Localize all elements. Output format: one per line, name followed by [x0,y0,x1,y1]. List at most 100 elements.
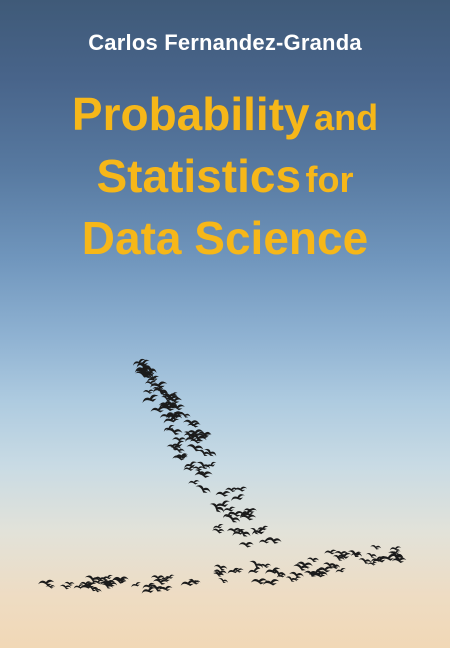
flock-bird [239,508,256,519]
flock-bird [142,394,159,404]
flock-bird [59,584,72,590]
flock-bird [102,574,113,580]
flock-bird [192,466,205,471]
flock-bird [131,582,141,588]
flock-bird [159,412,175,419]
flock-bird [149,381,168,389]
flock-bird [212,524,224,530]
flock-bird [135,367,151,373]
flock-bird [336,552,352,559]
flock-bird [160,576,172,582]
flock-bird [317,566,333,573]
flock-bird [225,487,238,493]
flock-bird [183,466,196,471]
flock-bird [367,561,378,566]
flock-bird [389,546,402,551]
title-word-and: and [314,97,379,138]
flock-bird [112,576,129,583]
flock-bird [206,461,217,469]
flock-bird [186,429,204,436]
flock-bird [323,562,337,568]
flock-bird [265,537,282,544]
flock-bird [370,545,382,550]
flock-bird [185,434,200,442]
flock-bird [141,587,156,594]
flock-bird [203,448,217,457]
flock-bird [182,419,200,426]
flock-bird [212,528,225,534]
flock-bird [215,490,231,497]
flock-bird [195,485,211,493]
flock-bird [391,557,407,564]
flock-bird [236,529,251,537]
flock-bird [231,494,245,502]
flock-bird [197,449,211,457]
flock-bird [142,389,155,394]
flock-bird [172,447,185,453]
flock-bird [257,525,269,531]
flock-bird [94,576,107,582]
flock-bird [171,440,185,449]
flock-bird [85,575,101,583]
flock-bird [139,370,154,379]
flock-bird [309,568,323,576]
flock-bird [215,500,231,509]
flock-bird [82,582,97,588]
author-name: Carlos Fernandez-Granda [88,30,362,55]
flock-bird [315,570,328,577]
flock-bird [132,358,146,366]
flock-bird [142,582,156,589]
flock-bird [223,506,236,512]
flock-bird [167,392,178,398]
flock-bird [79,582,94,590]
flock-bird [164,574,175,580]
flock-bird [143,365,157,374]
flock-bird [147,375,160,383]
flock-bird [164,413,183,421]
flock-bird [249,560,264,569]
flock-bird [222,511,235,519]
flock-bird [238,542,254,548]
flock-bird [165,401,179,409]
flock-bird [135,369,153,377]
flock-bird [213,569,227,575]
flock-bird [188,480,200,485]
flock-bird [38,579,55,586]
flock-bird [172,454,188,461]
flock-bird [227,567,240,574]
flock-bird [111,578,127,584]
flock-bird [166,397,182,404]
flock-bird [324,549,337,555]
flock-bird [184,461,198,469]
flock-bird [150,406,167,413]
flock-bird [285,576,297,582]
flock-bird [262,579,280,586]
flock-bird [163,425,175,432]
flock-bird [296,561,313,569]
flock-bird [163,415,179,424]
flock-bird [347,550,362,558]
title-line-3: Data Science [0,214,450,276]
book-title: Probability and Statistics for Data Scie… [0,90,450,276]
flock-bird [249,527,262,535]
flock-bird [370,556,384,563]
flock-bird [100,580,116,586]
flock-bird [209,503,225,513]
flock-bird [271,569,286,577]
title-line-2: Statistics for [0,152,450,214]
flock-bird [258,538,272,544]
flock-bird [389,553,403,560]
flock-bird [189,580,201,585]
flock-bird [240,514,257,521]
flock-bird [178,412,191,418]
flock-bird [64,581,75,586]
flock-bird [180,579,196,587]
flock-bird [330,565,340,569]
flock-bird [335,568,346,573]
flock-bird [259,563,272,568]
flock-bird [158,585,173,592]
flock-bird [213,564,228,571]
flock-bird [194,471,213,478]
flock-bird [166,444,182,451]
